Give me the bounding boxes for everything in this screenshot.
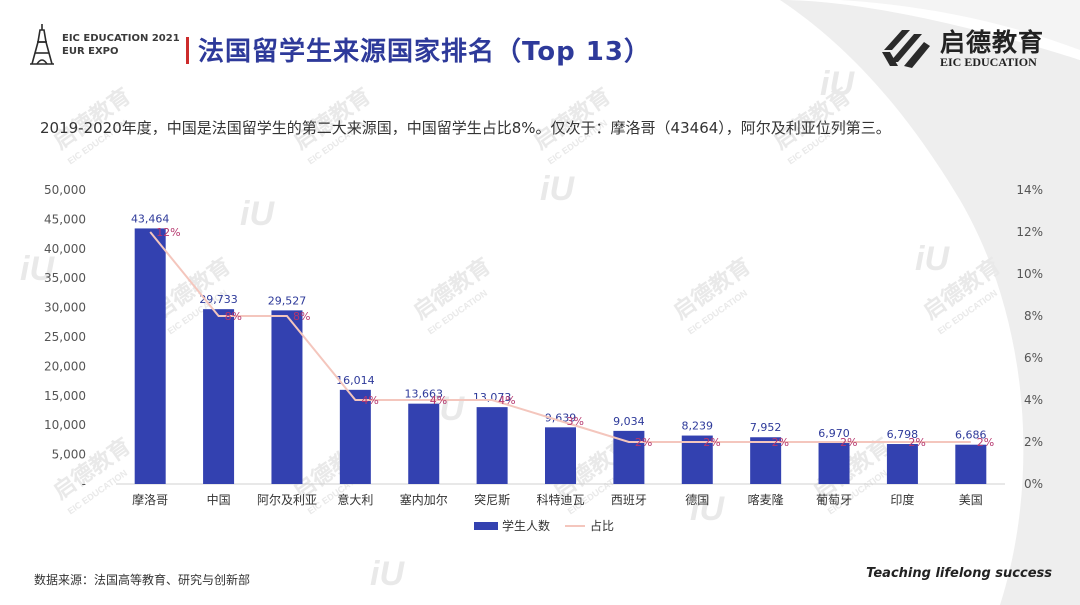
bar-value-label: 43,464 [131, 212, 170, 225]
y-right-tick-label: 0% [1024, 477, 1043, 491]
x-tick-label: 西班牙 [611, 493, 647, 507]
y-left-tick-label: 5,000 [52, 448, 86, 462]
bar-value-label: 7,952 [750, 421, 782, 434]
legend-swatch-students [474, 522, 498, 530]
legend-label-share: 占比 [590, 518, 614, 533]
share-value-label: 8% [225, 310, 242, 323]
y-left-tick-label: 45,000 [44, 212, 86, 226]
bar [886, 444, 918, 484]
bar-value-label: 6,686 [955, 429, 987, 442]
x-tick-label: 意大利 [337, 492, 373, 507]
event-subname: EUR EXPO [62, 46, 119, 57]
title-accent-bar [186, 37, 189, 64]
y-left-tick-label: 25,000 [44, 330, 86, 344]
share-value-label: 3% [567, 415, 584, 428]
share-value-label: 8% [293, 310, 310, 323]
y-left-tick-label: 35,000 [44, 271, 86, 285]
bar-value-label: 9,034 [613, 415, 645, 428]
page-title: 法国留学生来源国家排名（Top 13） [198, 37, 651, 67]
x-tick-label: 葡萄牙 [816, 493, 852, 507]
x-tick-label: 塞内加尔 [400, 492, 448, 507]
share-value-label: 12% [156, 226, 180, 239]
bar-line-chart: - 5,000 10,000 15,000 20,000 25,000 30,000 35,0… [44, 183, 1043, 533]
bar [408, 403, 440, 484]
y-left-tick-label: 15,000 [44, 389, 86, 403]
x-tick-label: 中国 [207, 492, 231, 507]
x-tick-label: 摩洛哥 [132, 492, 168, 507]
y-left-tick-label: 20,000 [44, 359, 86, 373]
y-left-tick-label: 50,000 [44, 183, 86, 197]
y-left-tick-label: 40,000 [44, 242, 86, 256]
share-value-label: 4% [498, 394, 515, 407]
eiffel-tower-icon [30, 24, 54, 65]
bar [339, 389, 371, 484]
share-value-label: 2% [840, 436, 857, 449]
bar [545, 427, 576, 484]
share-value-label: 2% [703, 436, 720, 449]
y-right-tick-label: 14% [1016, 183, 1043, 197]
y-right-tick-label: 10% [1016, 267, 1043, 281]
y-right-tick-label: 2% [1024, 435, 1043, 449]
bar-value-label: 16,014 [336, 374, 375, 387]
y-left-tick-label: 30,000 [44, 301, 86, 315]
share-value-label: 2% [977, 436, 994, 449]
bar [955, 444, 987, 484]
bar-value-label: 6,970 [818, 427, 850, 440]
bar [134, 228, 166, 484]
bar-value-label: 6,798 [887, 428, 919, 441]
event-logo: EIC EDUCATION 2021 EUR EXPO [28, 22, 188, 70]
x-tick-label: 喀麦隆 [748, 492, 784, 507]
event-name: EIC EDUCATION 2021 [62, 33, 180, 44]
y-left-tick-label: 10,000 [44, 418, 86, 432]
share-value-label: 4% [361, 394, 378, 407]
x-tick-label: 阿尔及利亚 [257, 492, 317, 507]
legend-label-students: 学生人数 [502, 518, 550, 533]
bar [750, 437, 782, 484]
brand-name-cn: 启德教育 [940, 28, 1045, 57]
share-value-label: 2% [908, 436, 925, 449]
x-tick-label: 科特迪瓦 [536, 492, 584, 507]
x-tick-label: 突尼斯 [474, 492, 510, 507]
bar-value-label: 29,527 [268, 294, 307, 307]
share-value-label: 4% [430, 394, 447, 407]
brand-name-en: EIC EDUCATION [940, 55, 1037, 69]
chart-subtitle: 2019-2020年度，中国是法国留学生的第二大来源国，中国留学生占比8%。仅次… [40, 119, 891, 137]
bar [203, 309, 235, 484]
eic-brand-mark-icon [882, 30, 930, 68]
bar [271, 310, 303, 484]
bar-value-label: 9,639 [545, 411, 577, 424]
y-right-tick-label: 8% [1024, 309, 1043, 323]
y-right-tick-label: 6% [1024, 351, 1043, 365]
bar [476, 407, 508, 484]
brand-logo: 启德教育 EIC EDUCATION [880, 20, 1060, 72]
y-right-tick-label: 12% [1016, 225, 1043, 239]
share-value-label: 2% [635, 436, 652, 449]
slogan: Teaching lifelong success [866, 566, 1052, 581]
share-value-label: 2% [772, 436, 789, 449]
y-left-tick-label: - [82, 477, 86, 491]
y-right-tick-label: 4% [1024, 393, 1043, 407]
bar-value-label: 13,663 [404, 388, 443, 401]
x-tick-label: 印度 [890, 492, 914, 507]
bar-value-label: 8,239 [682, 420, 714, 433]
x-tick-label: 美国 [959, 493, 983, 507]
bar [818, 443, 850, 484]
bar [681, 435, 713, 484]
share-line [149, 231, 971, 443]
x-tick-label: 德国 [685, 492, 709, 507]
data-source: 数据来源：法国高等教育、研究与创新部 [34, 573, 251, 587]
